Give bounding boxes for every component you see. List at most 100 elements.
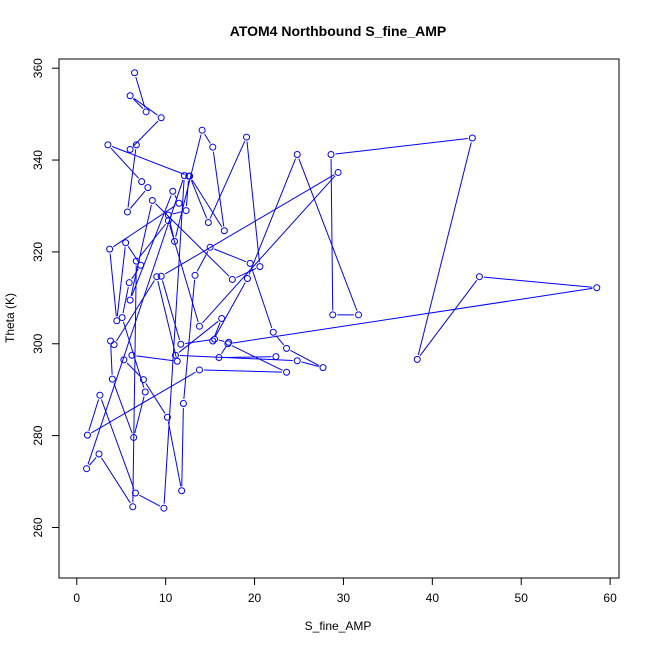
data-point	[118, 314, 126, 322]
data-point	[224, 340, 232, 348]
series-segment	[145, 383, 166, 414]
series-segment	[179, 354, 293, 362]
y-tick-label: 260	[31, 517, 45, 537]
series-segment	[223, 356, 272, 358]
data-point	[173, 357, 181, 365]
series-segment	[275, 335, 285, 346]
data-point	[132, 141, 140, 149]
data-point	[272, 353, 280, 361]
x-axis: 0 10 20 30 40 50 60	[73, 577, 617, 605]
series-segment	[185, 339, 211, 345]
series-segment	[167, 421, 182, 487]
data-point	[293, 151, 301, 159]
data-point	[128, 351, 136, 359]
data-point	[106, 245, 114, 253]
series-segment	[110, 147, 139, 179]
data-point	[113, 317, 121, 325]
data-point	[157, 272, 165, 280]
data-point	[209, 337, 217, 345]
series-lines	[87, 76, 593, 507]
series-segment	[196, 251, 209, 272]
data-point	[468, 134, 476, 142]
y-tick-label: 300	[31, 333, 45, 353]
x-tick-label: 30	[337, 591, 351, 605]
data-point	[144, 184, 152, 192]
data-point	[334, 168, 342, 176]
data-point	[225, 338, 233, 346]
data-point	[283, 344, 291, 352]
x-tick-label: 40	[426, 591, 440, 605]
series-segment	[251, 267, 273, 329]
data-point	[204, 219, 212, 227]
data-point	[209, 143, 217, 151]
series-segment	[157, 280, 177, 357]
data-point	[83, 431, 91, 439]
data-point	[141, 388, 149, 396]
x-tick-label: 10	[159, 591, 173, 605]
data-point	[593, 284, 601, 292]
data-point	[355, 311, 363, 319]
data-point	[191, 271, 199, 279]
data-point	[215, 354, 223, 362]
y-axis: 260 280 300 320 340 360	[31, 58, 60, 537]
data-point	[163, 413, 171, 421]
series-segment	[172, 211, 182, 215]
series-segment	[290, 350, 320, 366]
series-segment	[138, 223, 166, 258]
data-point	[126, 92, 134, 100]
series-segment	[212, 151, 225, 227]
series-segment	[335, 138, 468, 155]
data-point	[160, 504, 168, 512]
series-segment	[164, 174, 335, 275]
data-point	[319, 364, 327, 372]
data-point	[269, 328, 277, 336]
series-segment	[155, 203, 230, 277]
data-point	[246, 259, 254, 267]
series-segment	[202, 175, 336, 324]
data-point	[131, 69, 139, 77]
series-segment	[417, 142, 472, 356]
chart-title: ATOM4 Northbound S_fine_AMP	[230, 23, 446, 39]
data-point	[195, 322, 203, 330]
series-segment	[191, 179, 223, 228]
series-segment	[221, 345, 227, 355]
data-point	[157, 114, 165, 122]
data-point	[126, 145, 134, 153]
series-segment	[134, 396, 145, 434]
data-point	[129, 503, 137, 511]
series-segment	[231, 345, 283, 371]
data-point	[179, 399, 187, 407]
series-segment	[116, 247, 126, 317]
data-point	[329, 311, 337, 319]
series-segment	[214, 282, 246, 338]
data-point	[148, 196, 156, 204]
series-segment	[132, 120, 159, 147]
y-tick-label: 340	[31, 150, 45, 170]
series-segment	[127, 246, 139, 262]
data-point	[95, 450, 103, 458]
data-point	[108, 375, 116, 383]
data-point	[195, 366, 203, 374]
data-point	[220, 227, 228, 235]
data-point	[243, 275, 251, 283]
data-point	[175, 199, 183, 207]
series-segment	[132, 265, 137, 503]
series-segment	[129, 190, 146, 209]
series-segment	[168, 219, 175, 238]
data-point	[110, 341, 118, 349]
series-segment	[91, 371, 196, 434]
series-segment	[88, 399, 100, 432]
data-point	[413, 355, 421, 363]
data-point	[153, 273, 161, 281]
series-segment	[109, 253, 117, 317]
data-point	[228, 275, 236, 283]
series-segment	[301, 361, 319, 367]
series-segment	[135, 76, 146, 108]
series-segment	[248, 158, 297, 275]
data-point	[218, 315, 226, 322]
series-segment	[127, 149, 137, 208]
series-segment	[178, 320, 219, 353]
data-point	[96, 391, 104, 399]
series-segment	[100, 399, 135, 489]
